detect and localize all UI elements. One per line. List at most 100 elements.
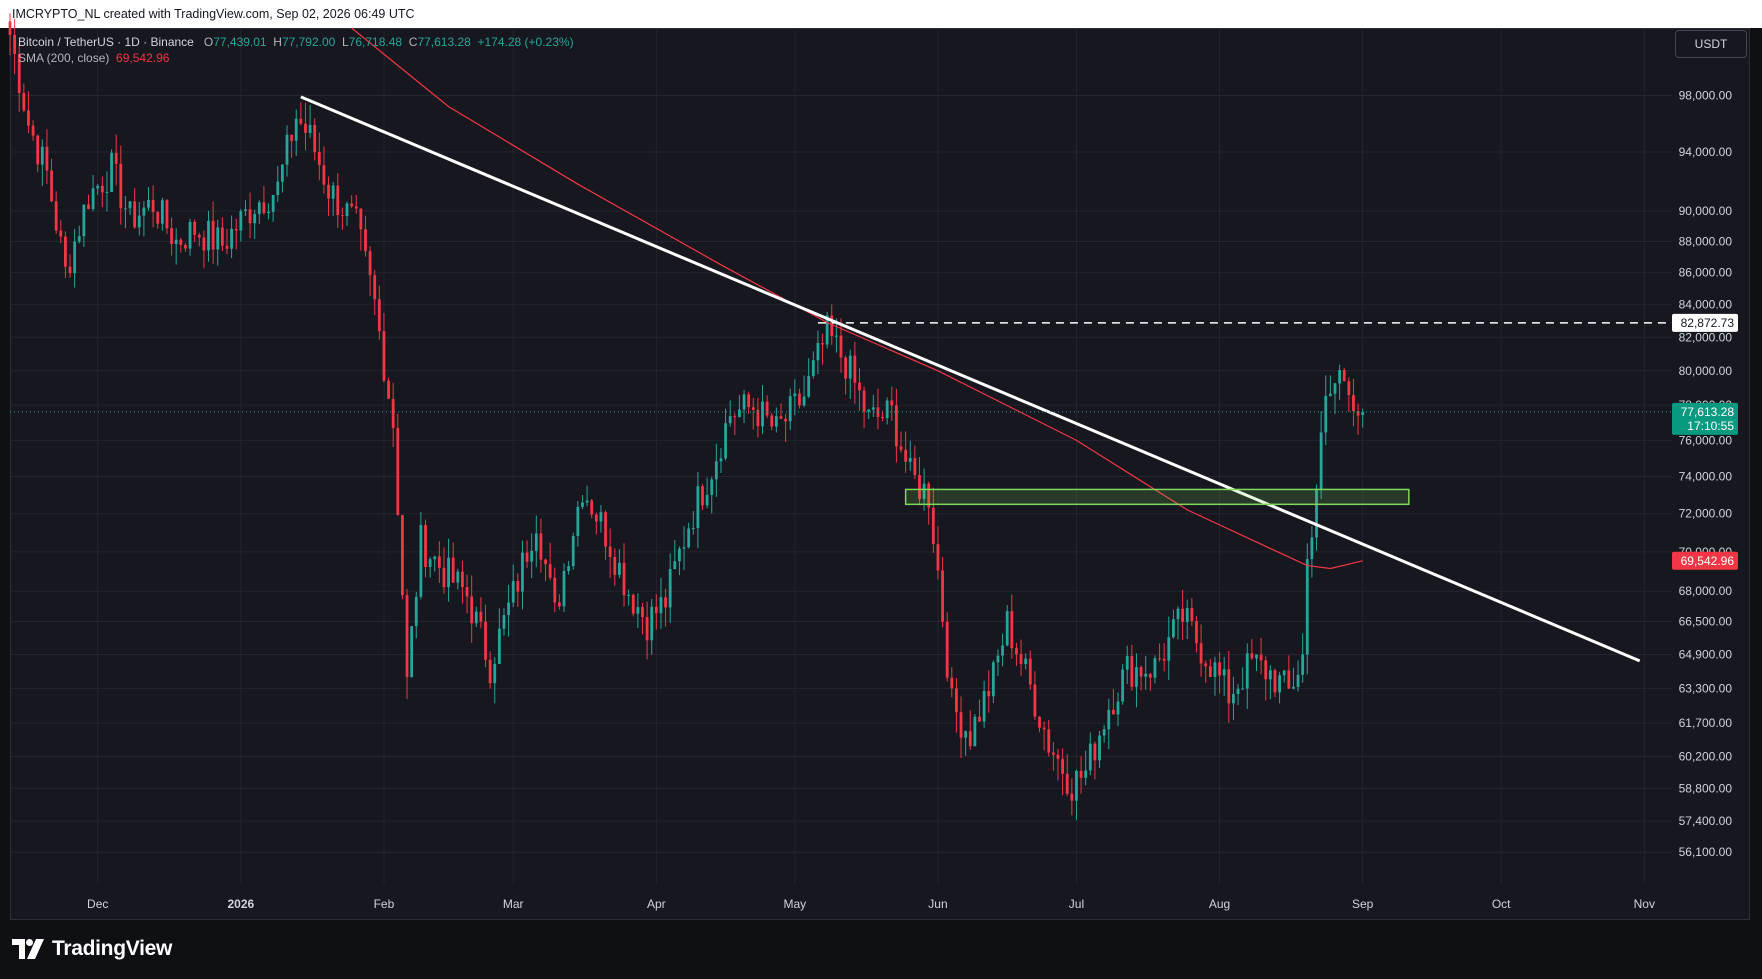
candle: [636, 593, 640, 628]
candle-body: [1056, 754, 1060, 759]
candle: [45, 129, 49, 184]
candle: [1324, 375, 1328, 446]
candle-body: [220, 227, 224, 246]
candle-body: [479, 611, 483, 622]
candle-body: [608, 546, 612, 557]
candle: [1130, 644, 1134, 691]
candle-body: [133, 201, 137, 228]
candle-body: [696, 486, 700, 528]
candle-body: [987, 690, 991, 697]
time-tick-label: May: [783, 897, 806, 911]
candle: [996, 649, 1000, 676]
candle: [742, 389, 746, 424]
candle-body: [54, 201, 58, 231]
candle-body: [114, 152, 118, 164]
price-chart[interactable]: 98,000.00 94,000.00 90,000.00 88,000.00 86,0…: [0, 0, 1762, 920]
candle: [770, 412, 774, 431]
candle: [1287, 655, 1291, 690]
candle: [1019, 639, 1023, 676]
candle: [1185, 599, 1189, 640]
candle-body: [313, 124, 317, 153]
candle: [724, 408, 727, 461]
candle-body: [811, 360, 815, 377]
candle: [1024, 653, 1028, 670]
candle-body: [137, 215, 141, 228]
candle-body: [290, 134, 294, 141]
candle-body: [456, 571, 460, 583]
candle: [534, 515, 538, 568]
candle: [1042, 721, 1046, 751]
candle: [784, 413, 787, 442]
candle-body: [1199, 643, 1203, 664]
candle-body: [22, 92, 26, 111]
candle-body: [174, 239, 178, 245]
candle-body: [973, 716, 977, 747]
candle-body: [1195, 620, 1198, 644]
candle-body: [719, 458, 723, 462]
candle: [1264, 656, 1268, 701]
candle: [133, 188, 137, 229]
tradingview-logo[interactable]: TradingView: [12, 936, 172, 962]
candle: [714, 443, 718, 497]
price-tick-label: 82,000.00: [1679, 330, 1733, 344]
candle-body: [1024, 658, 1028, 664]
candle-body: [553, 577, 557, 603]
candle-body: [1324, 395, 1328, 433]
candle: [479, 597, 483, 629]
candle: [557, 594, 561, 610]
candle: [839, 318, 843, 373]
candle-body: [1111, 709, 1115, 715]
candle: [816, 330, 820, 375]
candle: [978, 699, 981, 723]
candle-body: [807, 376, 811, 397]
candle: [576, 500, 580, 547]
candle: [941, 556, 944, 628]
candle: [691, 511, 695, 535]
candle: [641, 602, 644, 635]
candle: [31, 120, 35, 141]
candle-body: [40, 146, 44, 165]
candle: [650, 599, 654, 655]
candle-body: [1255, 654, 1258, 659]
candle: [100, 176, 104, 208]
candle: [1135, 653, 1138, 708]
candle: [913, 445, 917, 480]
candle: [433, 555, 437, 572]
candle-body: [1116, 701, 1120, 715]
candle: [1065, 754, 1069, 797]
currency-button[interactable]: USDT: [1675, 30, 1747, 58]
sma-label[interactable]: SMA (200, close): [18, 51, 110, 65]
candle: [497, 608, 501, 664]
candle-body: [248, 209, 252, 224]
candle: [493, 657, 497, 704]
candle-body: [876, 407, 880, 417]
candle-body: [1356, 411, 1360, 416]
candle-body: [978, 716, 981, 722]
change-value: +174.28 (+0.23%): [477, 35, 574, 49]
candle: [124, 195, 127, 229]
candle-body: [525, 552, 529, 562]
candle-body: [1098, 735, 1101, 761]
candle: [581, 495, 584, 510]
candle: [1204, 660, 1208, 683]
time-tick-label: Mar: [503, 897, 524, 911]
candle: [331, 181, 335, 217]
candle-body: [1347, 381, 1351, 396]
candle-body: [299, 118, 303, 124]
candle: [1176, 606, 1180, 640]
candle: [368, 245, 372, 296]
candle-body: [87, 204, 90, 210]
candle: [738, 395, 741, 418]
candle-body: [770, 415, 774, 427]
candle: [544, 558, 547, 582]
candle-body: [1125, 655, 1129, 670]
candle-body: [594, 514, 598, 522]
candle: [1098, 730, 1101, 769]
candle-body: [918, 475, 921, 499]
candle-body: [317, 152, 321, 166]
candle: [119, 145, 123, 225]
candle-body: [401, 515, 404, 596]
candle-body: [280, 164, 284, 182]
candle-body: [802, 396, 806, 406]
symbol-title[interactable]: Bitcoin / TetherUS · 1D · Binance: [18, 35, 194, 49]
